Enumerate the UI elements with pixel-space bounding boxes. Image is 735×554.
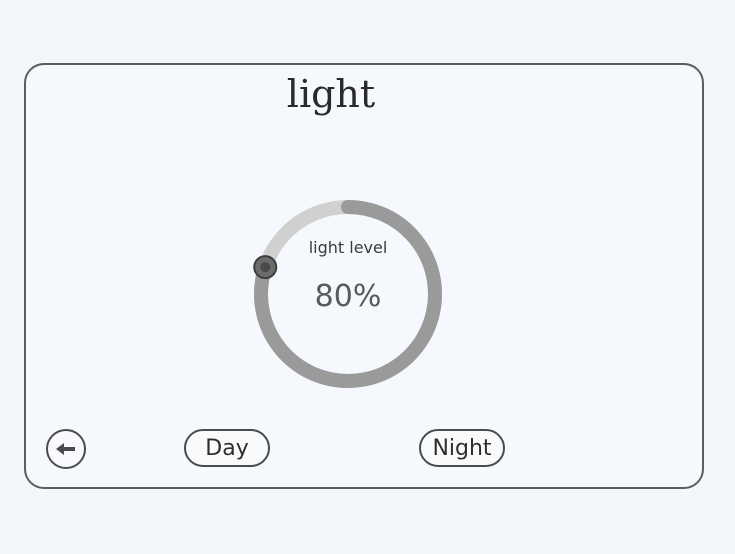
- light-level-dial[interactable]: light level 80%: [243, 189, 453, 399]
- page-title: light: [286, 72, 376, 116]
- back-button[interactable]: [46, 429, 86, 469]
- night-button[interactable]: Night: [419, 429, 505, 467]
- light-level-fill: [254, 200, 442, 388]
- light-level-dial-graphic: [253, 200, 442, 388]
- light-level-label: light level: [308, 238, 388, 257]
- light-level-value: 80%: [314, 279, 382, 314]
- day-button[interactable]: Day: [184, 429, 270, 467]
- arrow-left-icon: [56, 443, 75, 455]
- light-level-handle[interactable]: [253, 255, 278, 280]
- light-panel: light light level 80% Day Night: [24, 63, 704, 489]
